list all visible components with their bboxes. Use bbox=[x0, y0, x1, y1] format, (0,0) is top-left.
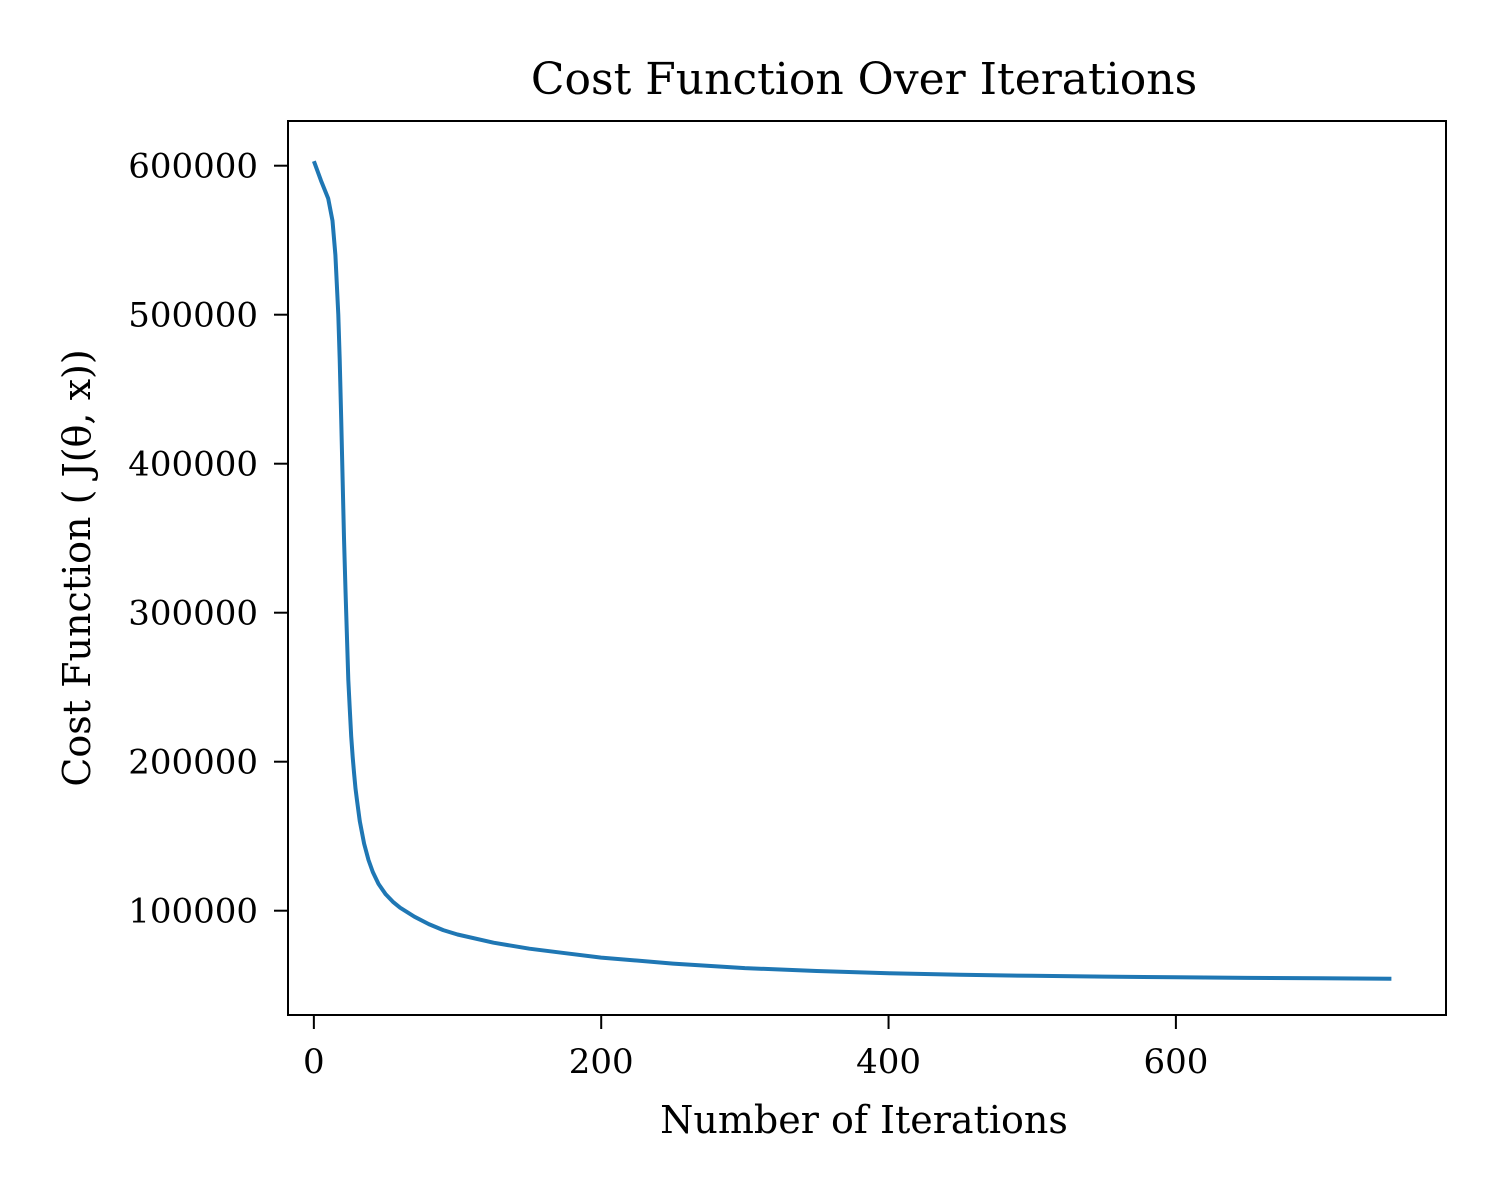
x-axis-label: Number of Iterations bbox=[660, 1098, 1068, 1142]
y-tick-label: 100000 bbox=[128, 892, 258, 932]
y-axis-ticks: 100000 200000 300000 400000 500000 600000 bbox=[128, 147, 288, 932]
x-tick-label: 600 bbox=[1143, 1042, 1208, 1082]
y-tick-label: 500000 bbox=[128, 296, 258, 336]
cost-series-line bbox=[312, 160, 1392, 981]
y-axis-label: Cost Function ( J(θ, x)) bbox=[55, 349, 99, 786]
x-axis-ticks: 0 200 400 600 bbox=[303, 1015, 1208, 1082]
y-tick-label: 200000 bbox=[128, 743, 258, 783]
y-tick-label: 600000 bbox=[128, 147, 258, 187]
x-tick-label: 0 bbox=[303, 1042, 325, 1082]
y-tick-label: 300000 bbox=[128, 594, 258, 634]
y-tick-label: 400000 bbox=[128, 445, 258, 485]
plot-frame bbox=[287, 120, 1447, 1016]
x-tick-label: 200 bbox=[569, 1042, 634, 1082]
chart-title: Cost Function Over Iterations bbox=[531, 54, 1197, 105]
x-tick-label: 400 bbox=[856, 1042, 921, 1082]
